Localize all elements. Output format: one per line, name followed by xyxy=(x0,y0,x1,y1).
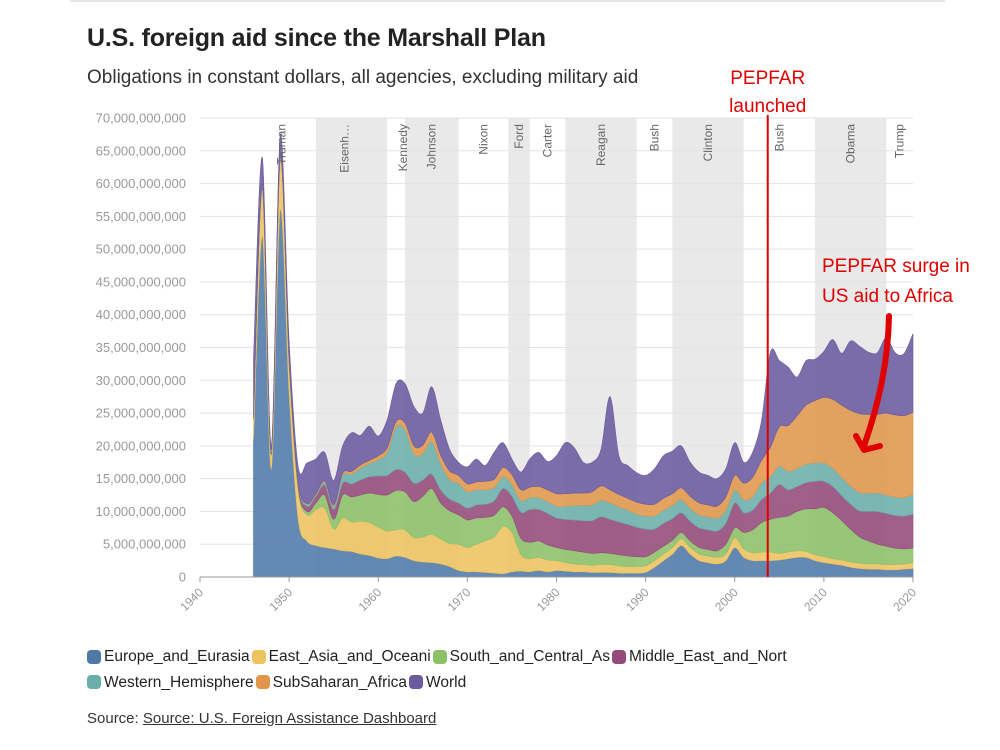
y-tick-label: 25,000,000,000 xyxy=(96,406,186,421)
y-tick-label: 10,000,000,000 xyxy=(96,504,186,519)
y-tick-label: 45,000,000,000 xyxy=(96,274,186,289)
surge-arrow xyxy=(861,313,892,449)
x-tick-label: 1980 xyxy=(534,585,563,614)
president-label: Trump xyxy=(893,124,907,159)
top-divider xyxy=(70,0,945,2)
legend-label: SubSaharan_Africa xyxy=(272,673,408,691)
pepfar-surge-label-line1: PEPFAR surge in xyxy=(822,256,970,277)
pepfar-launch-label-line2: launched xyxy=(729,96,806,117)
legend-item-Middle_East_and_Nort[interactable]: Middle_East_and_Nort xyxy=(611,645,787,668)
legend-item-World[interactable]: World xyxy=(409,671,466,694)
chart-title: U.S. foreign aid since the Marshall Plan xyxy=(87,24,546,52)
legend: Europe_and_Eurasia East_Asia_and_Oceani So… xyxy=(87,645,947,696)
y-tick-label: 5,000,000,000 xyxy=(103,537,186,552)
x-tick-label: 1950 xyxy=(266,585,295,614)
y-tick-label: 35,000,000,000 xyxy=(96,340,186,355)
stacked-areas xyxy=(253,133,914,578)
president-label: Bush xyxy=(772,124,786,151)
chart-canvas: 0 5,000,000,000 10,000,000,000 15,000,000,0… xyxy=(96,68,970,614)
president-labels: Truman Eisenh… Kennedy Johnson Nixon Ford Cart… xyxy=(275,124,907,173)
legend-label: Middle_East_and_Nort xyxy=(628,648,787,665)
president-label: Nixon xyxy=(476,124,490,155)
surge-arrowhead xyxy=(853,433,883,453)
legend-swatch xyxy=(409,675,424,689)
pepfar-launch-label-line1: PEPFAR xyxy=(730,68,805,89)
x-tick-label: 2010 xyxy=(801,585,830,614)
legend-swatch xyxy=(255,675,270,689)
president-label: Reagan xyxy=(594,124,608,166)
legend-label: East_Asia_and_Oceani xyxy=(268,648,431,665)
legend-swatch xyxy=(87,675,101,689)
legend-item-Europe_and_Eurasia[interactable]: Europe_and_Eurasia xyxy=(87,645,250,668)
president-label: Ford xyxy=(512,124,526,149)
legend-item-South_and_Central_As[interactable]: South_and_Central_As xyxy=(432,645,610,668)
legend-item-Western_Hemisphere[interactable]: Western_Hemisphere xyxy=(87,671,254,694)
y-tick-label: 55,000,000,000 xyxy=(96,209,186,224)
president-label: Bush xyxy=(648,124,662,151)
x-tick-label: 2020 xyxy=(890,585,919,614)
y-tick-label: 30,000,000,000 xyxy=(96,373,186,388)
legend-swatch xyxy=(611,649,626,664)
source-link[interactable]: Source: U.S. Foreign Assistance Dashboar… xyxy=(142,710,437,727)
legend-swatch xyxy=(432,649,447,664)
y-tick-label: 60,000,000,000 xyxy=(96,176,186,191)
chart-subtitle: Obligations in constant dollars, all age… xyxy=(87,67,639,88)
x-tick-label: 1940 xyxy=(177,585,206,614)
legend-label: World xyxy=(426,673,467,691)
legend-swatch xyxy=(251,649,266,664)
y-tick-label: 40,000,000,000 xyxy=(96,307,186,322)
legend-item-East_Asia_and_Oceani[interactable]: East_Asia_and_Oceani xyxy=(251,645,431,668)
x-tick-label: 2000 xyxy=(712,585,741,614)
president-label: Kennedy xyxy=(396,124,410,171)
y-tick-label: 70,000,000,000 xyxy=(96,111,186,126)
x-tick-label: 1960 xyxy=(356,585,385,614)
president-label: Obama xyxy=(844,124,858,164)
source-line: Source: Source: U.S. Foreign Assistance … xyxy=(87,710,436,727)
annotations: PEPFAR launched PEPFAR surge in US aid t… xyxy=(729,68,970,577)
legend-item-SubSaharan_Africa[interactable]: SubSaharan_Africa xyxy=(255,671,408,694)
president-label: Carter xyxy=(541,124,555,157)
source-prefix: Source: xyxy=(87,710,139,727)
area-World xyxy=(253,133,914,507)
x-tick-label: 1990 xyxy=(623,585,652,614)
president-label: Clinton xyxy=(701,124,715,161)
legend-label: Europe_and_Eurasia xyxy=(104,648,250,665)
y-tick-label: 50,000,000,000 xyxy=(96,242,186,257)
president-label: Eisenh… xyxy=(338,124,352,173)
legend-swatch xyxy=(87,649,101,664)
president-label: Johnson xyxy=(425,124,439,169)
president-label: Truman xyxy=(275,124,289,165)
pepfar-surge-label-line2: US aid to Africa xyxy=(822,286,953,307)
legend-label: Western_Hemisphere xyxy=(104,673,254,691)
y-tick-label: 20,000,000,000 xyxy=(96,438,186,453)
y-tick-label: 65,000,000,000 xyxy=(96,143,186,158)
legend-label: South_and_Central_As xyxy=(449,648,610,665)
x-tick-label: 1970 xyxy=(445,585,474,614)
y-tick-label: 15,000,000,000 xyxy=(96,471,186,486)
y-tick-label: 0 xyxy=(179,570,186,585)
